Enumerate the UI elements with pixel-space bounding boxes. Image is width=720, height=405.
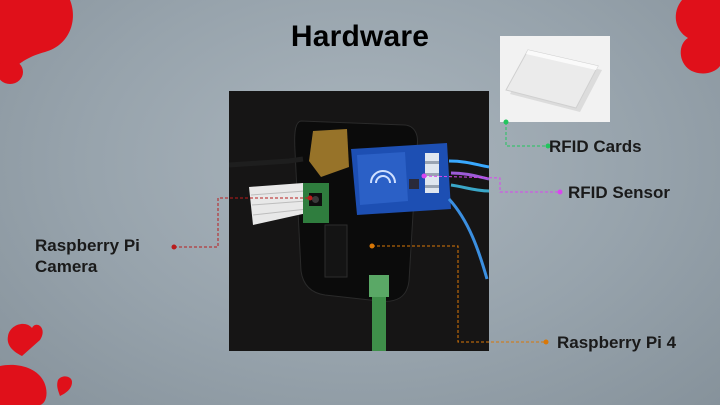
hardware-photo (229, 91, 489, 351)
pi4-label: Raspberry Pi 4 (557, 333, 677, 352)
rfid-cards-label: RFID Cards (549, 137, 642, 156)
heart-decoration-top-right (675, 0, 720, 74)
rfid-cards-leader (505, 122, 548, 147)
heart-decoration-bottom-left (0, 323, 72, 405)
camera-label: Raspberry Pi Camera (35, 235, 140, 277)
camera-label-line2: Camera (35, 257, 98, 276)
rfid-sensor-label: RFID Sensor (568, 183, 671, 202)
heart-decoration-top-left (0, 0, 73, 84)
rfid-cards-photo (500, 36, 610, 122)
slide-title: Hardware (290, 20, 430, 53)
camera-label-line1: Raspberry Pi (35, 236, 140, 255)
